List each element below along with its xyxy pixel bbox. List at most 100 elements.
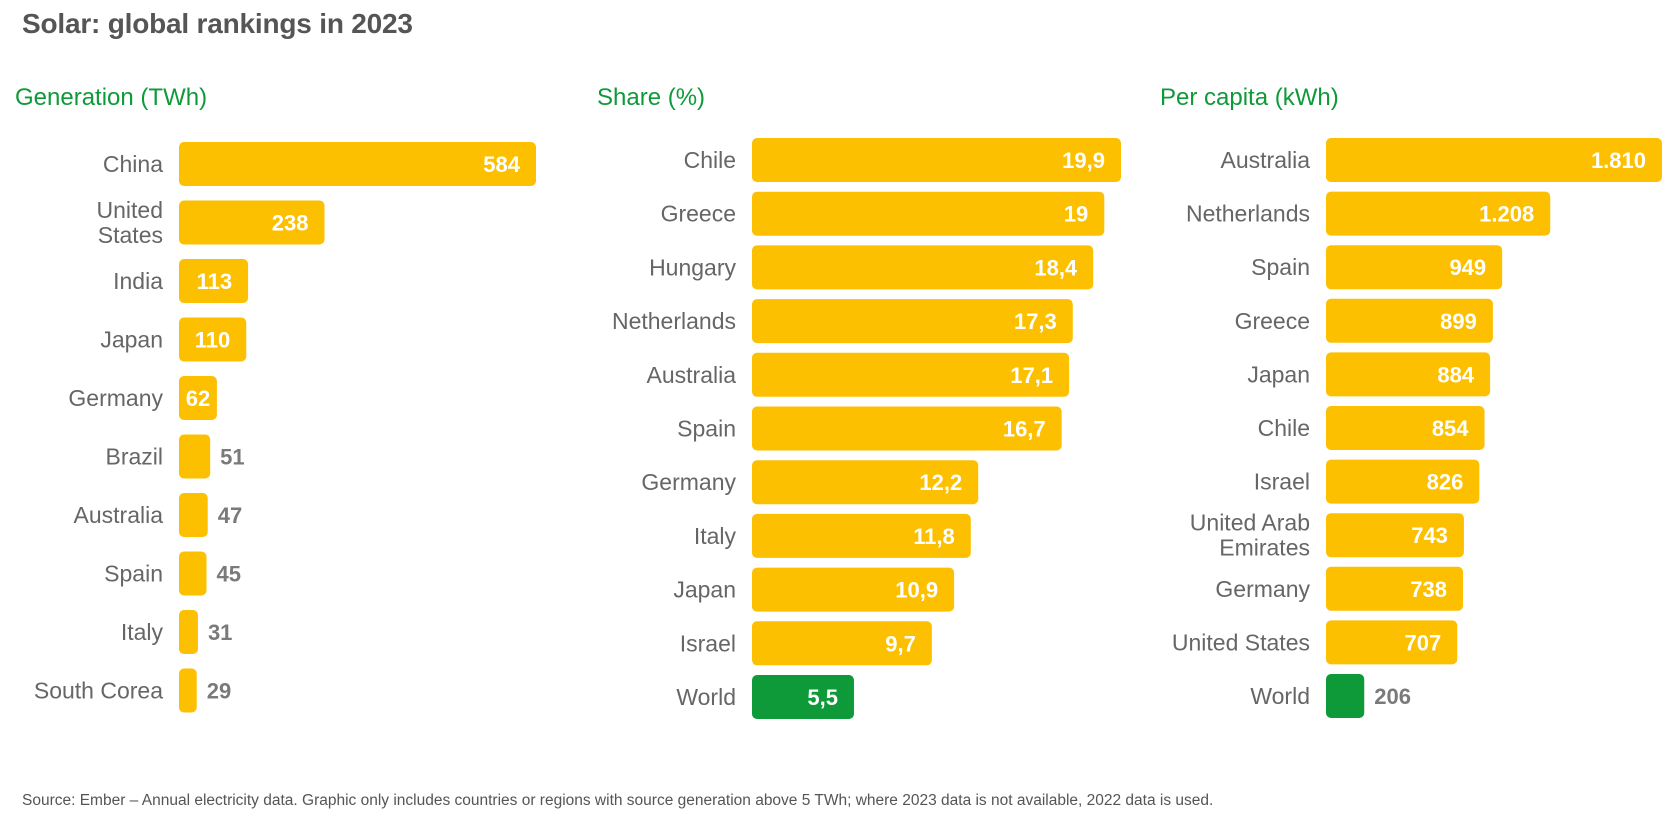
- bar-per-capita-chile: [1326, 406, 1485, 450]
- category-label-generation-australia: Australia: [74, 502, 164, 528]
- page-title: Solar: global rankings in 2023: [22, 8, 413, 39]
- value-label-per-capita-united-arab-emirates: 743: [1411, 523, 1448, 548]
- value-label-share-hungary: 18,4: [1034, 255, 1078, 280]
- bar-generation-spain: [179, 551, 207, 596]
- category-label-share-netherlands: Netherlands: [612, 308, 736, 334]
- chart-panel-generation: China 584 United States 238 India 113 Japan 110 G…: [34, 142, 536, 713]
- category-label-generation-japan: Japan: [100, 327, 163, 353]
- bar-generation-china: [179, 142, 536, 186]
- value-label-generation-spain: 45: [217, 562, 241, 587]
- chart-panel-share: Chile 19,9 Greece 19 Hungary 18,4 Netherlands 1…: [612, 138, 1121, 719]
- value-label-generation-united-states: 238: [272, 211, 309, 236]
- panel-title-generation: Generation (TWh): [15, 84, 208, 111]
- bar-share-hungary: [752, 245, 1094, 290]
- value-label-share-israel: 9,7: [885, 631, 916, 656]
- value-label-generation-brazil: 51: [220, 445, 244, 470]
- value-label-share-germany: 12,2: [919, 470, 962, 495]
- bar-share-australia: [752, 352, 1070, 397]
- value-label-per-capita-israel: 826: [1427, 470, 1464, 495]
- category-label-share-italy: Italy: [694, 523, 737, 549]
- bar-share-greece: [752, 191, 1105, 236]
- value-label-generation-japan: 110: [195, 328, 231, 353]
- category-label-share-israel: Israel: [680, 630, 736, 656]
- category-label-per-capita-world: World: [1250, 683, 1310, 709]
- value-label-share-japan: 10,9: [895, 578, 938, 603]
- value-label-per-capita-netherlands: 1.208: [1479, 202, 1534, 227]
- category-label-share-germany: Germany: [641, 469, 736, 495]
- panel-title-share: Share (%): [597, 84, 706, 111]
- bar-share-israel: [752, 621, 932, 666]
- bar-share-world: [752, 675, 854, 719]
- bar-share-japan: [752, 567, 955, 612]
- value-label-share-netherlands: 17,3: [1014, 309, 1057, 334]
- bar-per-capita-germany: [1326, 566, 1463, 611]
- value-label-share-australia: 17,1: [1010, 363, 1053, 388]
- category-label-share-chile: Chile: [684, 147, 736, 173]
- value-label-generation-australia: 47: [218, 503, 242, 528]
- category-label-per-capita-united-states: United States: [1172, 629, 1310, 655]
- category-label-share-spain: Spain: [677, 416, 736, 442]
- bar-per-capita-japan: [1326, 352, 1491, 397]
- bar-share-netherlands: [752, 299, 1073, 344]
- value-label-per-capita-spain: 949: [1449, 255, 1486, 280]
- category-label-per-capita-israel: Israel: [1254, 469, 1310, 495]
- panel-title-per-capita: Per capita (kWh): [1160, 84, 1339, 111]
- value-label-share-italy: 11,8: [913, 524, 955, 549]
- bar-per-capita-australia: [1326, 138, 1662, 182]
- category-label-per-capita-greece: Greece: [1235, 308, 1310, 334]
- chart-panel-per-capita: Australia 1.810 Netherlands 1.208 Spain 949 Gr…: [1172, 138, 1662, 718]
- value-label-generation-germany: 62: [186, 386, 210, 411]
- value-label-share-spain: 16,7: [1003, 417, 1046, 442]
- category-label-generation-spain: Spain: [104, 561, 163, 587]
- bar-per-capita-netherlands: [1326, 191, 1551, 236]
- bar-generation-brazil: [179, 434, 211, 479]
- value-label-generation-south-corea: 29: [207, 679, 231, 704]
- category-label-generation-china: China: [103, 151, 163, 177]
- bar-share-spain: [752, 406, 1062, 451]
- category-label-per-capita-australia: Australia: [1221, 147, 1311, 173]
- value-label-per-capita-chile: 854: [1432, 416, 1469, 441]
- bar-generation-japan: [179, 317, 247, 362]
- value-label-per-capita-australia: 1.810: [1591, 148, 1646, 173]
- bar-generation-australia: [179, 493, 208, 537]
- value-label-share-chile: 19,9: [1062, 148, 1105, 173]
- category-label-per-capita-chile: Chile: [1258, 415, 1310, 441]
- bar-generation-india: [179, 259, 249, 303]
- value-label-per-capita-germany: 738: [1410, 577, 1447, 602]
- category-label-generation-brazil: Brazil: [105, 444, 163, 470]
- category-label-generation-india: India: [113, 268, 163, 294]
- bar-generation-united-states: [179, 200, 325, 245]
- category-label-per-capita-netherlands: Netherlands: [1186, 201, 1310, 227]
- category-label-generation-germany: Germany: [68, 385, 163, 411]
- bar-share-italy: [752, 513, 971, 558]
- bar-share-chile: [752, 138, 1121, 182]
- value-label-share-greece: 19: [1064, 202, 1088, 227]
- category-label-share-japan: Japan: [673, 577, 736, 603]
- bar-per-capita-united-arab-emirates: [1326, 513, 1464, 558]
- category-label-share-australia: Australia: [647, 362, 737, 388]
- category-label-per-capita-united-arab-emirates: United Arab Emirates: [1190, 510, 1310, 561]
- bar-generation-italy: [179, 610, 198, 654]
- bar-per-capita-world: [1326, 674, 1365, 718]
- bar-share-germany: [752, 460, 979, 505]
- category-label-generation-italy: Italy: [121, 619, 164, 645]
- category-label-generation-united-states: United States: [97, 197, 163, 248]
- bar-generation-germany: [179, 376, 217, 420]
- category-label-generation-south-corea: South Corea: [34, 678, 163, 704]
- category-label-per-capita-spain: Spain: [1251, 254, 1310, 280]
- bar-per-capita-united-states: [1326, 620, 1458, 665]
- value-label-per-capita-world: 206: [1374, 684, 1411, 709]
- bar-per-capita-spain: [1326, 245, 1503, 290]
- category-label-per-capita-japan: Japan: [1247, 361, 1310, 387]
- value-label-generation-italy: 31: [208, 620, 232, 645]
- bar-generation-south-corea: [179, 668, 197, 713]
- category-label-share-world: World: [676, 684, 736, 710]
- bar-per-capita-israel: [1326, 459, 1480, 504]
- value-label-generation-india: 113: [197, 269, 233, 294]
- value-label-per-capita-japan: 884: [1437, 362, 1474, 387]
- bar-per-capita-greece: [1326, 298, 1493, 343]
- value-label-generation-china: 584: [483, 152, 520, 177]
- value-label-per-capita-united-states: 707: [1405, 630, 1442, 655]
- category-label-share-greece: Greece: [661, 201, 736, 227]
